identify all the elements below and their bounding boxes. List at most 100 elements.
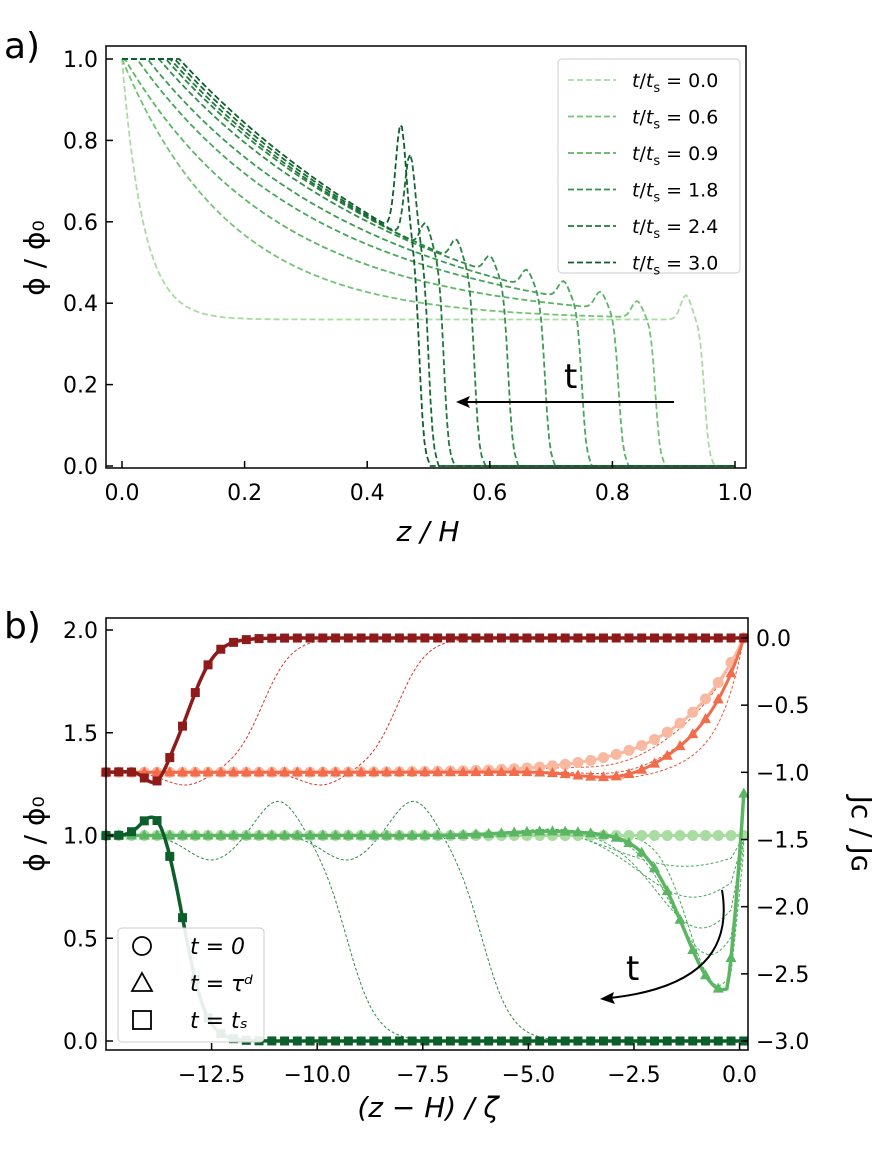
marker-square <box>535 633 545 643</box>
marker-triangle <box>661 885 673 896</box>
marker-square <box>178 913 188 923</box>
marker-square <box>127 827 137 837</box>
marker-circle <box>661 726 673 738</box>
panel-a-xticks: 0.0 0.2 0.4 0.6 0.8 1.0 <box>105 461 753 506</box>
marker-square <box>292 1036 302 1046</box>
marker-square <box>190 688 200 698</box>
marker-triangle <box>304 829 316 840</box>
marker-triangle <box>164 829 176 840</box>
marker-square <box>382 633 392 643</box>
marker-triangle <box>648 757 660 768</box>
marker-triangle <box>444 766 456 777</box>
arrowhead-a <box>456 396 470 408</box>
marker-square <box>586 633 596 643</box>
marker-square <box>688 633 698 643</box>
marker-triangle <box>432 829 444 840</box>
j-steady <box>105 636 744 785</box>
legend-label: t = τᵈ <box>190 972 253 997</box>
x-tick-label: 0.2 <box>227 481 262 506</box>
marker-circle <box>687 706 699 718</box>
panel-b-right-ylabel: Jᴄ / Jɢ <box>845 794 872 873</box>
marker-circle <box>623 744 635 756</box>
marker-circle <box>636 830 648 841</box>
marker-triangle <box>202 829 214 840</box>
marker-triangle <box>470 766 482 777</box>
marker-triangle <box>470 828 482 839</box>
marker-triangle <box>240 829 252 840</box>
x-tick-label: 0.0 <box>105 481 140 506</box>
y-tick-label: 0.4 <box>63 292 98 317</box>
marker-circle <box>725 830 737 841</box>
legend-label: t = 0 <box>190 935 245 960</box>
legend-circle <box>132 936 152 956</box>
marker-triangle <box>317 829 329 840</box>
intermediate-j-wall <box>106 637 745 773</box>
marker-triangle <box>457 766 469 777</box>
marker-triangle <box>597 828 609 839</box>
marker-triangle <box>151 829 163 840</box>
marker-square <box>267 1036 277 1046</box>
marker-triangle <box>381 766 393 777</box>
marker-triangle <box>572 826 584 837</box>
marker-circle <box>712 677 724 689</box>
marker-triangle <box>559 768 571 779</box>
marker-triangle <box>495 765 507 776</box>
marker-square <box>178 721 188 731</box>
right-y-tick-label: −2.0 <box>756 896 809 921</box>
marker-square <box>509 1036 519 1046</box>
right-y-tick-label: 0.0 <box>756 627 791 652</box>
marker-triangle <box>368 829 380 840</box>
j-tau-d <box>106 637 746 779</box>
marker-square <box>407 633 417 643</box>
marker-square <box>637 1036 647 1046</box>
marker-square <box>356 633 366 643</box>
marker-square <box>675 633 685 643</box>
x-tick-label: 0.8 <box>595 481 630 506</box>
legend-label: t/ts = 1.8 <box>632 180 718 206</box>
y-tick-label: 0.8 <box>63 129 98 154</box>
y-tick-label: 0.5 <box>63 927 98 952</box>
marker-triangle <box>406 829 418 840</box>
marker-square <box>369 633 379 643</box>
marker-triangle <box>177 829 189 840</box>
marker-square <box>267 633 277 643</box>
marker-square <box>280 1036 290 1046</box>
marker-square <box>713 633 723 643</box>
marker-square <box>433 633 443 643</box>
marker-triangle <box>585 770 597 781</box>
marker-circle <box>585 754 597 766</box>
marker-triangle <box>355 766 367 777</box>
marker-square <box>458 633 468 643</box>
marker-triangle <box>342 766 354 777</box>
marker-circle <box>648 734 660 746</box>
y-tick-label: 1.0 <box>63 48 98 73</box>
right-y-tick-label: −2.5 <box>756 963 809 988</box>
panel-a-yticks: 0.0 0.2 0.4 0.6 0.8 1.0 <box>63 48 113 480</box>
marker-triangle <box>674 913 686 924</box>
marker-triangle <box>406 766 418 777</box>
intermediate-phi-wall <box>106 829 745 929</box>
y-tick-label: 0.0 <box>63 1030 98 1055</box>
marker-square <box>114 830 124 840</box>
marker-triangle <box>291 766 303 777</box>
time-annotation-b: t <box>626 949 639 989</box>
marker-square <box>573 633 583 643</box>
marker-triangle <box>534 766 546 777</box>
marker-triangle <box>457 828 469 839</box>
marker-square <box>547 1036 557 1046</box>
marker-square <box>484 633 494 643</box>
legend-items: t/ts = 0.0 t/ts = 0.6 t/ts = 0.9 t/ts = 1.8… <box>568 70 718 279</box>
marker-square <box>216 644 226 654</box>
marker-triangle <box>444 829 456 840</box>
marker-triangle <box>304 766 316 777</box>
marker-square <box>343 633 353 643</box>
marker-square <box>624 1036 634 1046</box>
profile-curve <box>122 58 735 467</box>
marker-square <box>522 1036 532 1046</box>
marker-triangle <box>687 728 699 739</box>
marker-triangle <box>636 763 648 774</box>
marker-square <box>496 1036 506 1046</box>
panel-b-ylabel: ϕ / ϕ₀ <box>18 796 51 871</box>
marker-square <box>611 633 621 643</box>
